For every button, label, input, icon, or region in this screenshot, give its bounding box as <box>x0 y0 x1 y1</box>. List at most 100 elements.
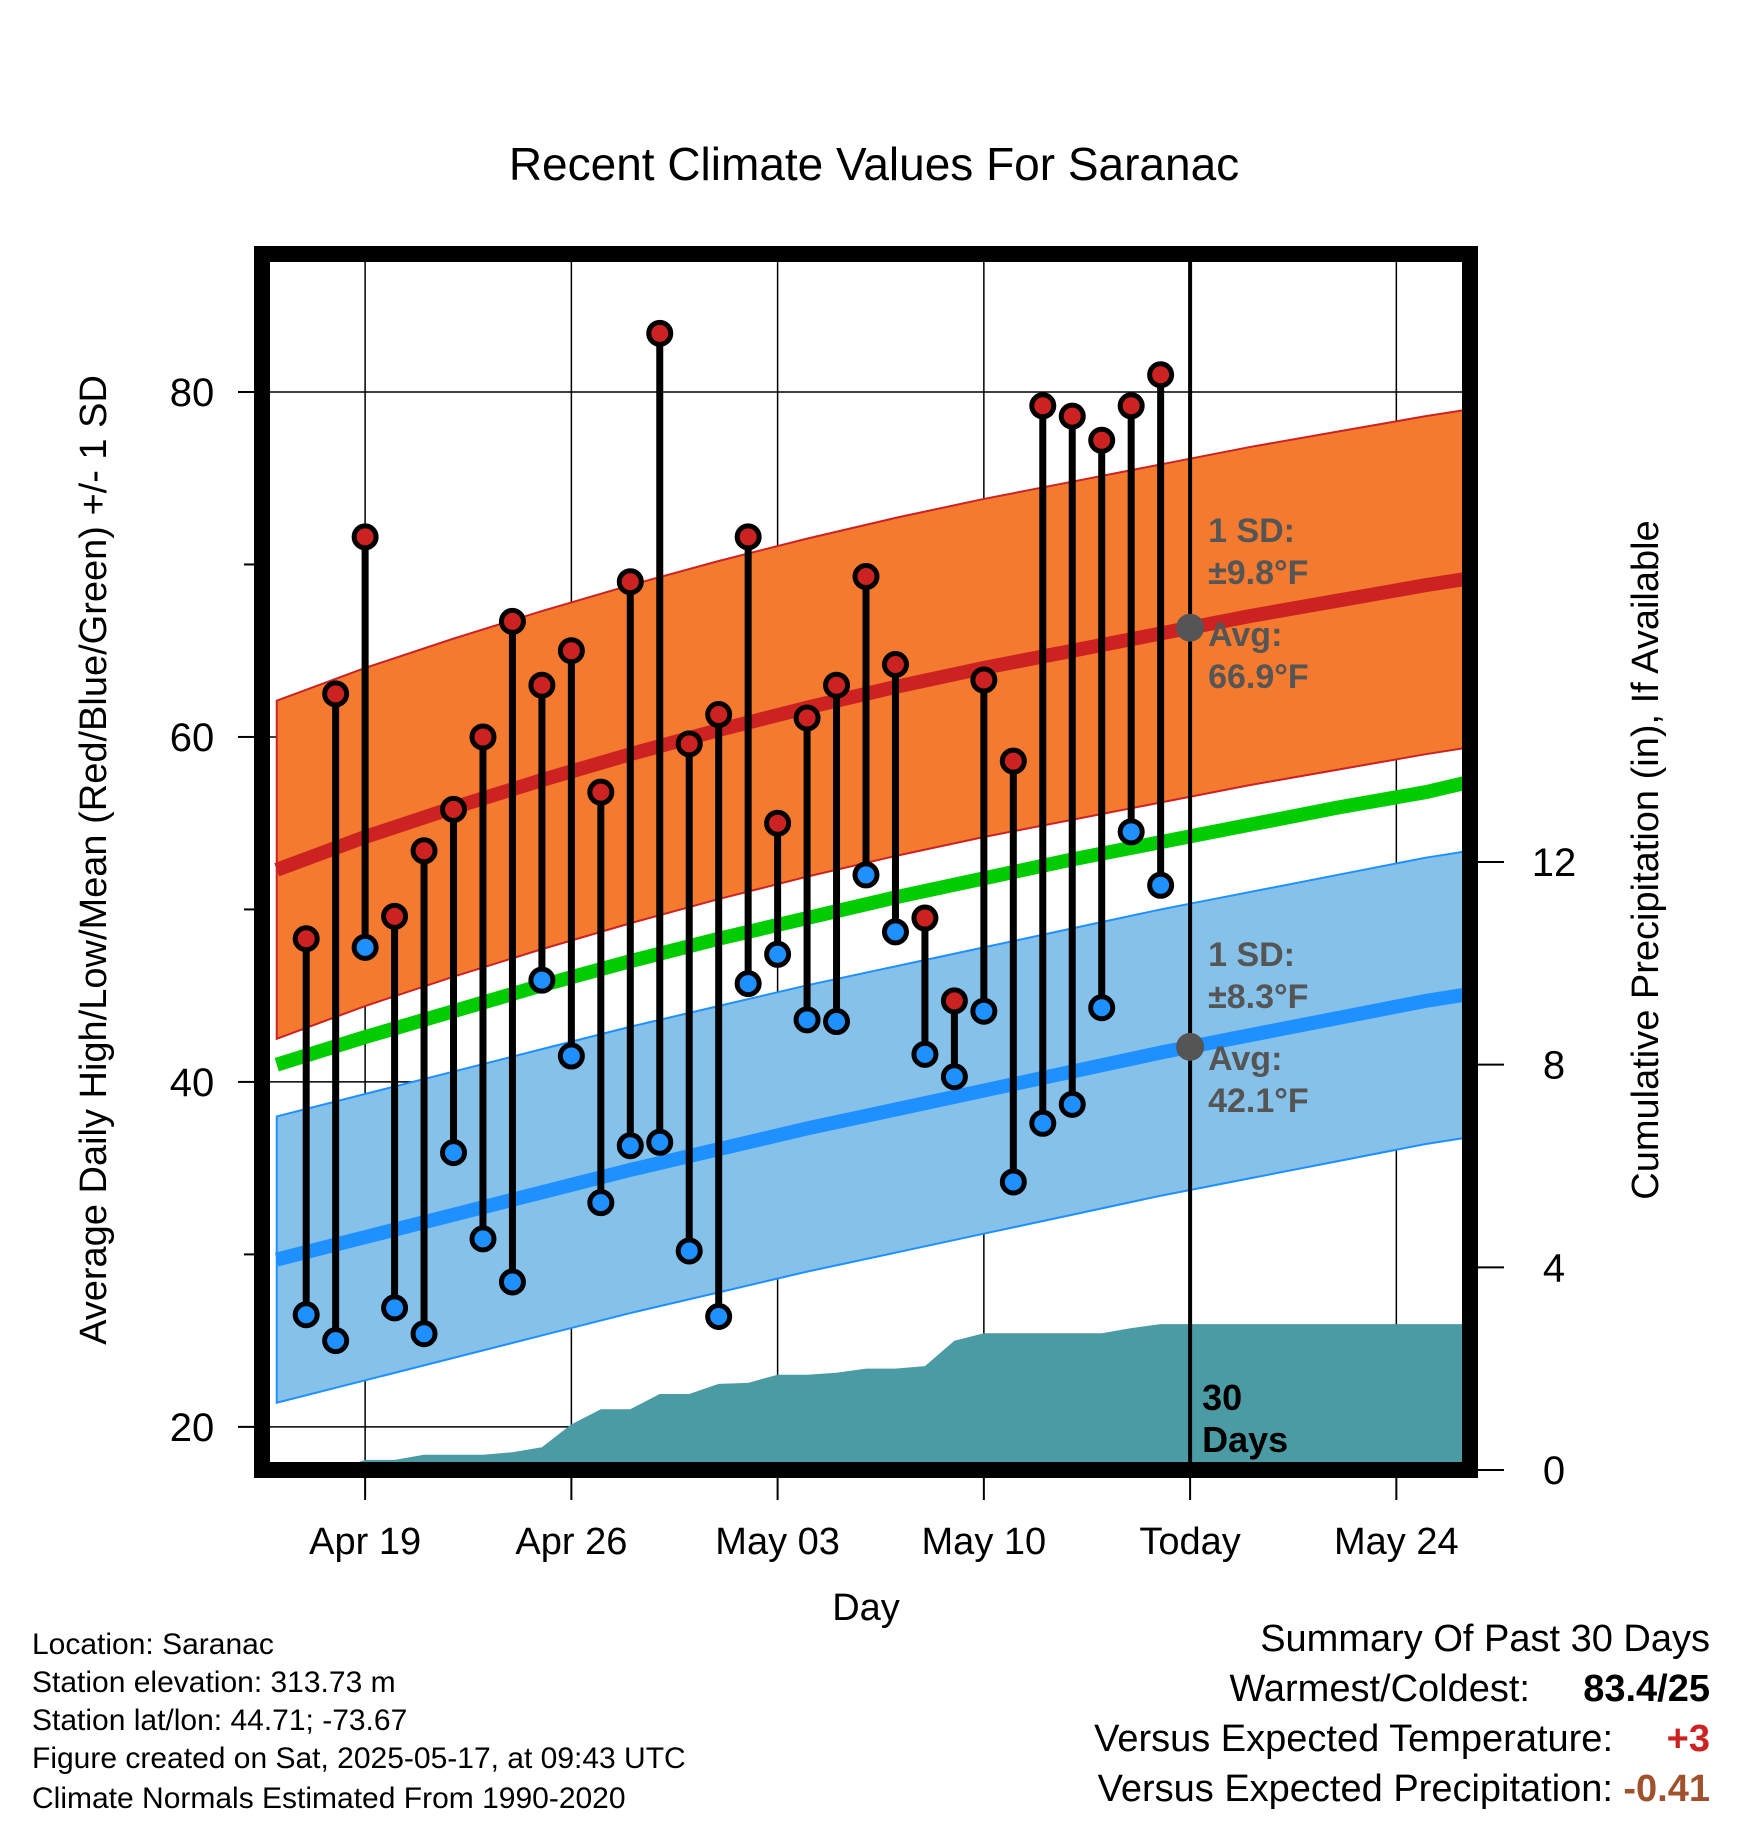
low-point-26 <box>1029 1109 1057 1137</box>
y-axis-label: Average Daily High/Low/Mean (Red/Blue/Gr… <box>73 375 115 1345</box>
low-point-7 <box>469 1225 497 1253</box>
plot-frame <box>254 246 1478 1478</box>
high-point-24 <box>970 666 998 694</box>
x-tick-label-may-10: May 10 <box>922 1521 1047 1563</box>
summary-warmest-value: 83.4/25 <box>1583 1668 1710 1710</box>
low-point-5 <box>410 1320 438 1348</box>
low-point-6 <box>440 1139 468 1167</box>
y2-tick-label-0: 0 <box>1543 1449 1565 1493</box>
low-sd-value: ±8.3°F <box>1208 978 1308 1016</box>
low-point-8 <box>498 1268 526 1296</box>
high-point-3 <box>351 523 379 551</box>
low-point-27 <box>1058 1090 1086 1118</box>
high-point-9 <box>528 671 556 699</box>
low-avg-label: Avg: <box>1208 1040 1282 1078</box>
high-point-22 <box>911 904 939 932</box>
high-point-13 <box>646 319 674 347</box>
high-point-16 <box>734 523 762 551</box>
high-point-29 <box>1117 392 1145 420</box>
high-point-6 <box>440 795 468 823</box>
x-tick-label-apr-19: Apr 19 <box>309 1521 421 1563</box>
chart-title: Recent Climate Values For Saranac <box>509 138 1239 190</box>
summary-warmest-label: Warmest/Coldest: <box>1229 1668 1530 1710</box>
high-sd-value: ±9.8°F <box>1208 554 1308 592</box>
precipitation-area <box>276 1324 1470 1470</box>
today-days-word: Days <box>1202 1419 1288 1460</box>
high-point-4 <box>381 902 409 930</box>
high-point-27 <box>1058 402 1086 430</box>
low-point-22 <box>911 1040 939 1068</box>
low-point-19 <box>823 1008 851 1036</box>
high-point-23 <box>940 987 968 1015</box>
y-tick-label-80: 80 <box>170 371 215 415</box>
today-low-normal-dot <box>1176 1032 1205 1061</box>
y2-axis-label: Cumulative Precipitation (in), If Availa… <box>1625 520 1667 1199</box>
band-labels: 1 SD: ±9.8°F Avg: 66.9°F 1 SD: ±8.3°F Avg: 42.1… <box>1208 512 1309 1120</box>
high-point-5 <box>410 837 438 865</box>
y-tick-label-20: 20 <box>170 1406 215 1450</box>
high-point-26 <box>1029 392 1057 420</box>
high-point-12 <box>616 568 644 596</box>
y2-tick-label-8: 8 <box>1543 1044 1565 1088</box>
high-point-8 <box>498 607 526 635</box>
high-point-17 <box>764 809 792 837</box>
low-point-2 <box>322 1327 350 1355</box>
y2-tick-label-12: 12 <box>1532 841 1577 885</box>
y-tick-label-40: 40 <box>170 1061 215 1105</box>
high-point-15 <box>705 701 733 729</box>
low-point-11 <box>587 1189 615 1217</box>
x-tick-label-apr-26: Apr 26 <box>515 1521 627 1563</box>
high-sd-label: 1 SD: <box>1208 512 1295 550</box>
info-location: Location: Saranac <box>32 1628 274 1661</box>
axes: 20 40 60 80 0 4 8 12 Apr 19 Apr 26 May 03 May 10 Tod… <box>170 371 1577 1563</box>
low-point-21 <box>881 918 909 946</box>
low-point-13 <box>646 1128 674 1156</box>
low-avg-value: 42.1°F <box>1208 1082 1309 1120</box>
summary-title: Summary Of Past 30 Days <box>1260 1618 1710 1660</box>
high-point-21 <box>881 651 909 679</box>
low-sd-label: 1 SD: <box>1208 936 1295 974</box>
y2-tick-label-4: 4 <box>1543 1246 1565 1290</box>
low-point-30 <box>1147 871 1175 899</box>
high-point-18 <box>793 704 821 732</box>
high-point-11 <box>587 778 615 806</box>
y-tick-label-60: 60 <box>170 716 215 760</box>
high-point-19 <box>823 671 851 699</box>
x-axis-label: Day <box>832 1587 900 1629</box>
info-created: Figure created on Sat, 2025-05-17, at 09… <box>32 1742 686 1775</box>
summary-precip-value: -0.41 <box>1623 1768 1710 1810</box>
x-tick-label-may-03: May 03 <box>715 1521 840 1563</box>
info-normals: Climate Normals Estimated From 1990-2020 <box>32 1782 626 1815</box>
x-tick-label-today: Today <box>1139 1521 1240 1563</box>
low-point-1 <box>292 1301 320 1329</box>
info-latlon: Station lat/lon: 44.71; -73.67 <box>32 1704 408 1737</box>
today-high-normal-dot <box>1176 613 1205 642</box>
low-point-29 <box>1117 818 1145 846</box>
daily-points <box>292 319 1175 1355</box>
high-point-28 <box>1088 426 1116 454</box>
high-point-10 <box>557 637 585 665</box>
today-days-count: 30 <box>1202 1377 1242 1418</box>
high-point-7 <box>469 723 497 751</box>
low-point-15 <box>705 1302 733 1330</box>
high-point-30 <box>1147 361 1175 389</box>
low-point-28 <box>1088 994 1116 1022</box>
summary-temp-label: Versus Expected Temperature: <box>1094 1718 1613 1760</box>
summary-temp-value: +3 <box>1666 1718 1710 1760</box>
summary-precip-label: Versus Expected Precipitation: <box>1097 1768 1613 1810</box>
high-avg-label: Avg: <box>1208 616 1282 654</box>
low-point-16 <box>734 970 762 998</box>
high-point-1 <box>292 925 320 953</box>
high-point-2 <box>322 680 350 708</box>
low-point-25 <box>999 1168 1027 1196</box>
low-point-9 <box>528 966 556 994</box>
high-point-14 <box>675 730 703 758</box>
high-avg-value: 66.9°F <box>1208 658 1309 696</box>
low-point-12 <box>616 1132 644 1160</box>
low-point-17 <box>764 940 792 968</box>
low-point-10 <box>557 1042 585 1070</box>
low-point-14 <box>675 1237 703 1265</box>
high-point-20 <box>852 563 880 591</box>
